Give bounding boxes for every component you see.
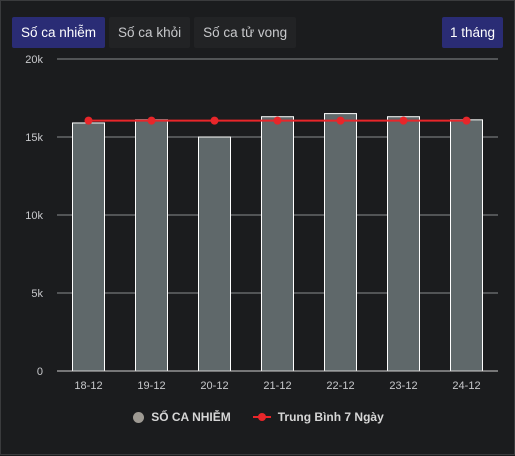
period-button[interactable]: 1 tháng <box>441 17 503 48</box>
legend: SỐ CA NHIỄM Trung Bình 7 Ngày <box>1 410 515 424</box>
x-tick-label: 22-12 <box>326 380 354 392</box>
legend-item-cases[interactable]: SỐ CA NHIỄM <box>133 410 231 424</box>
y-tick-label: 5k <box>31 288 43 300</box>
tab-deaths[interactable]: Số ca tử vong <box>194 17 297 48</box>
average-point <box>462 116 471 125</box>
y-tick-label: 20k <box>25 54 43 66</box>
y-tick-label: 0 <box>37 366 43 378</box>
average-point <box>210 116 219 125</box>
y-tick-label: 15k <box>25 132 43 144</box>
legend-label-cases: SỐ CA NHIỄM <box>151 410 231 424</box>
circle-icon <box>133 411 145 423</box>
tab-cases[interactable]: Số ca nhiễm <box>12 17 106 48</box>
average-point <box>147 116 156 125</box>
legend-label-average: Trung Bình 7 Ngày <box>277 410 384 424</box>
x-tick-label: 24-12 <box>452 380 480 392</box>
legend-item-average[interactable]: Trung Bình 7 Ngày <box>252 410 384 424</box>
bar <box>261 116 294 372</box>
metric-tabs: Số ca nhiễm Số ca khỏi Số ca tử vong <box>12 17 297 48</box>
bar <box>72 122 105 372</box>
x-tick-label: 19-12 <box>137 380 165 392</box>
x-tick-label: 20-12 <box>200 380 228 392</box>
average-point <box>273 116 282 125</box>
x-tick-label: 23-12 <box>389 380 417 392</box>
y-tick-label: 10k <box>25 210 43 222</box>
bar <box>387 116 420 372</box>
average-point <box>399 116 408 125</box>
x-tick-label: 21-12 <box>263 380 291 392</box>
average-point <box>84 116 93 125</box>
bar <box>135 119 168 372</box>
bar <box>324 113 357 372</box>
average-point <box>336 116 345 125</box>
x-tick-label: 18-12 <box>74 380 102 392</box>
bar <box>198 136 231 372</box>
bar <box>450 119 483 372</box>
line-marker-icon <box>252 413 271 421</box>
tab-recovered[interactable]: Số ca khỏi <box>109 17 191 48</box>
